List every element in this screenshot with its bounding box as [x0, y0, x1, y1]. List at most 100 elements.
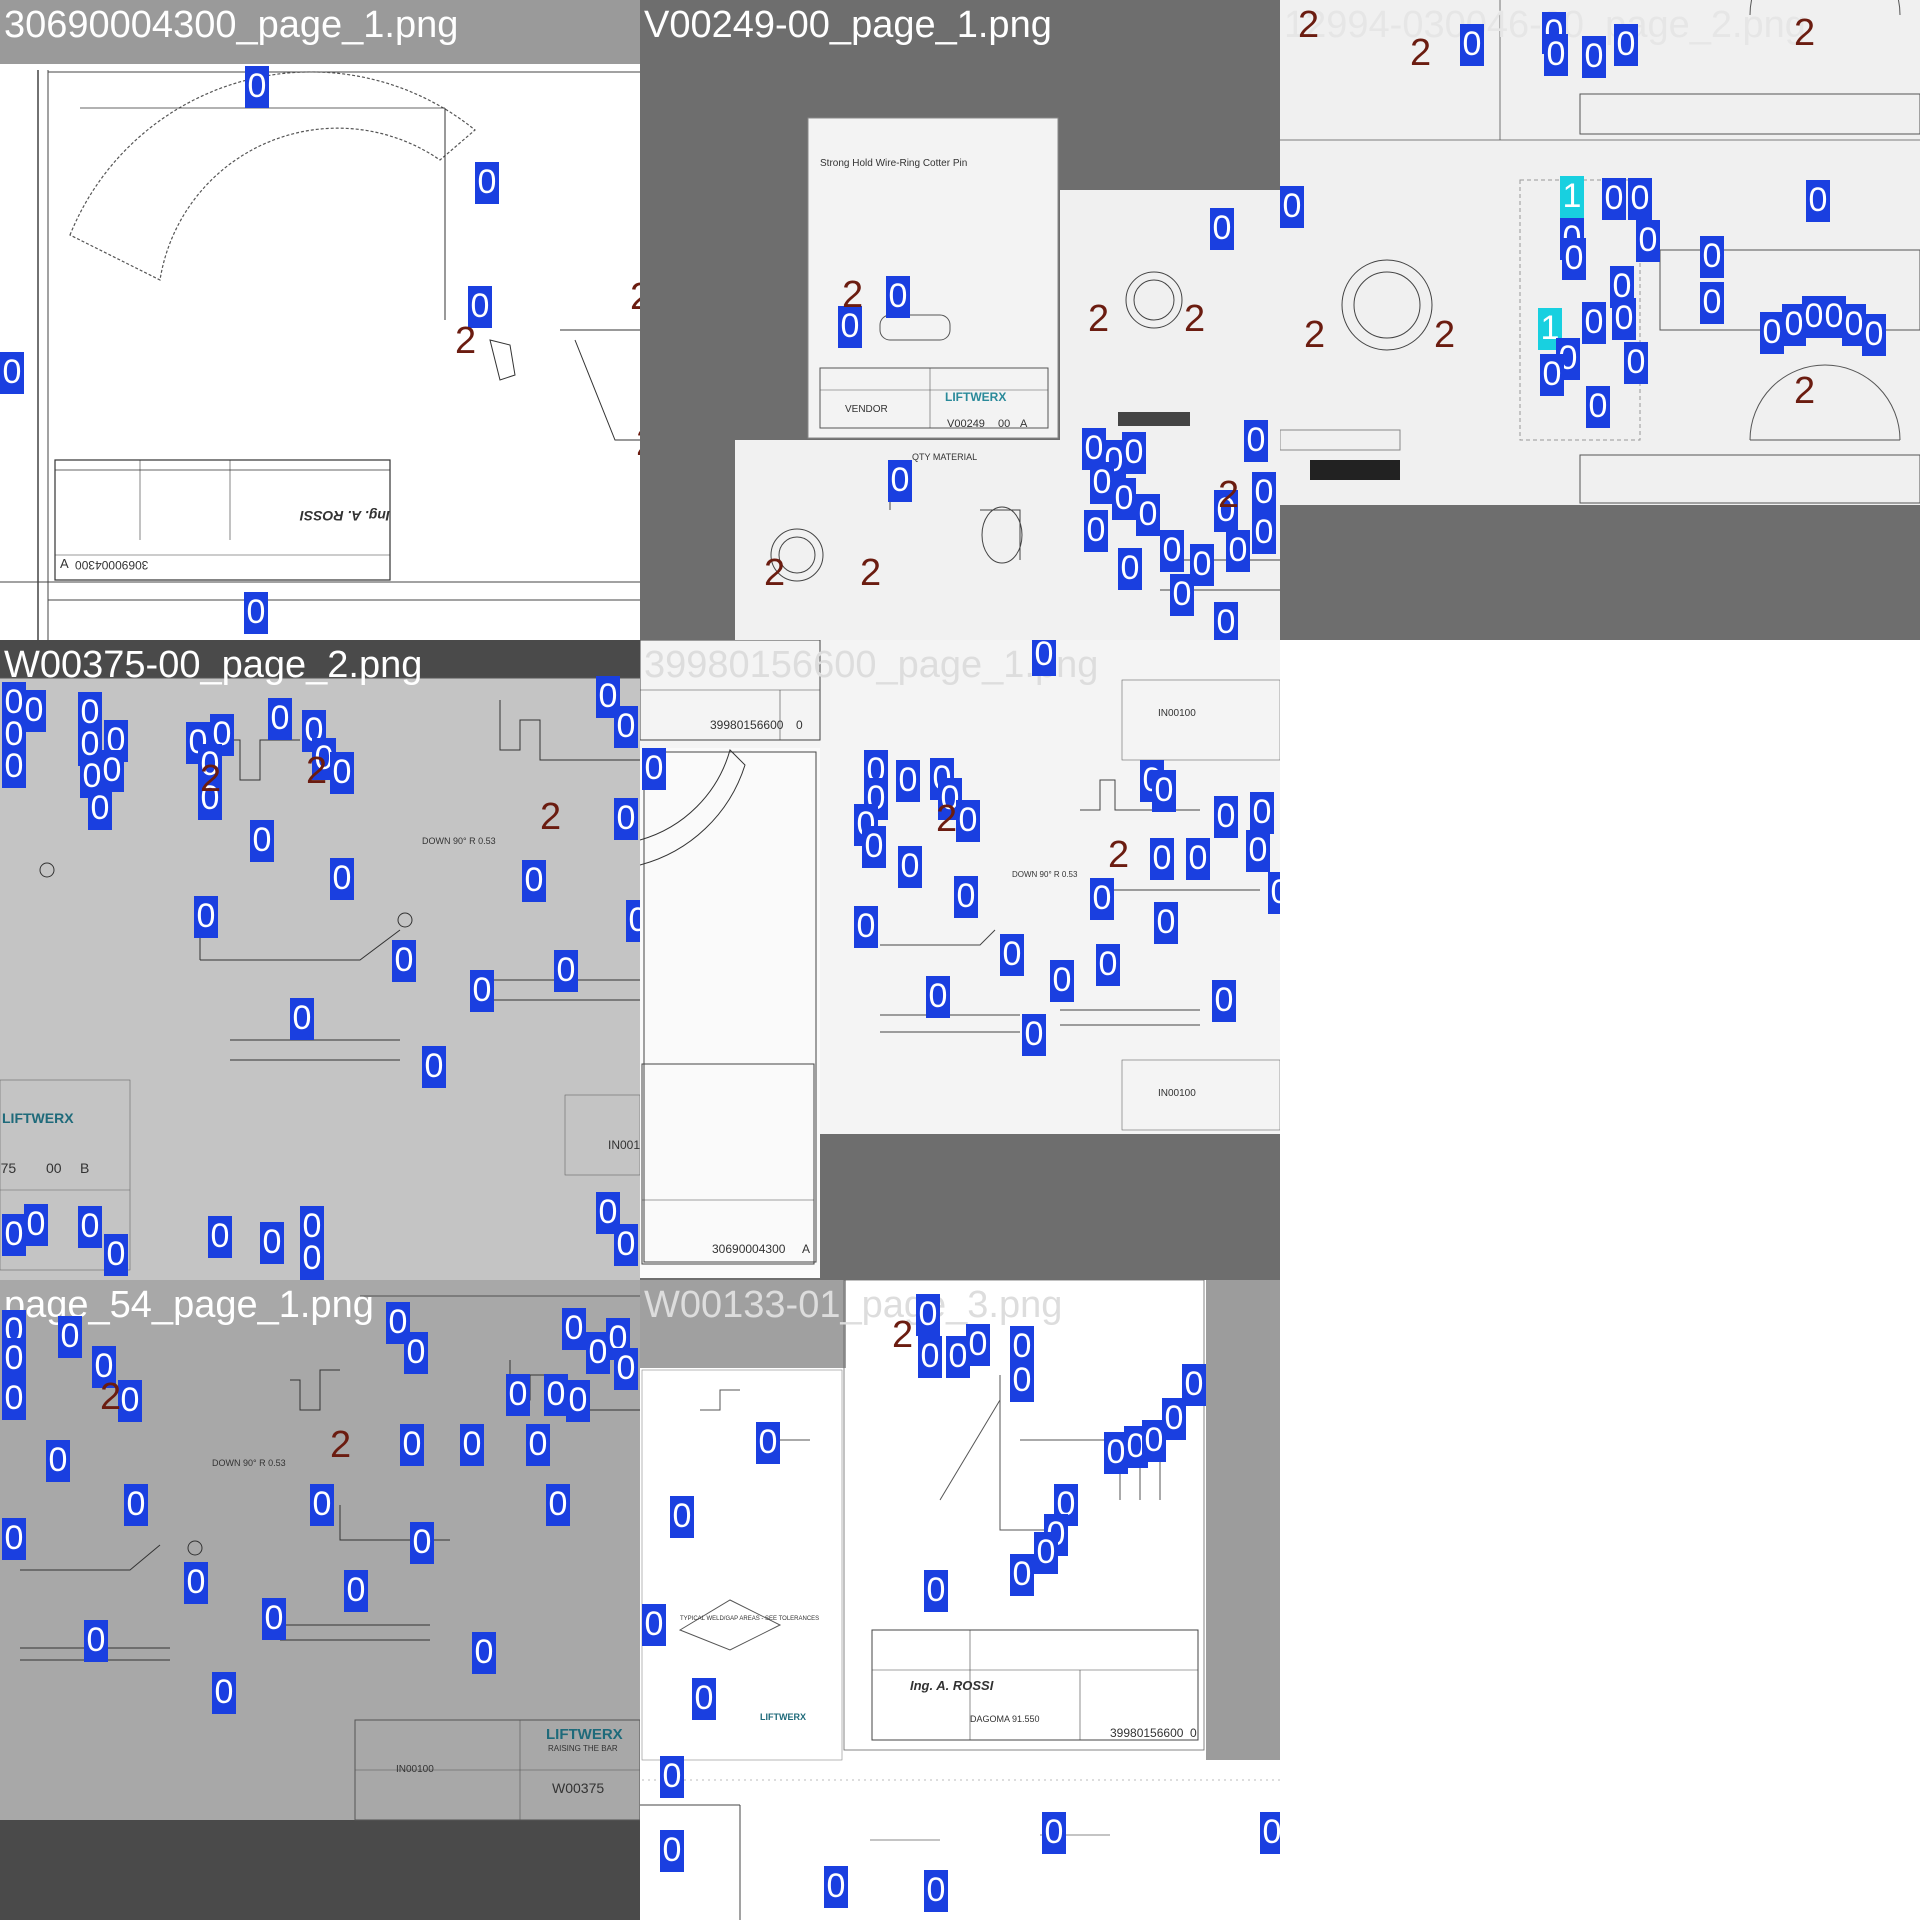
- drawing-revision: B: [80, 1160, 90, 1176]
- technical-drawing: [0, 64, 640, 640]
- tile-W00375-00: W00375-00_page_2.png DOWN 90° R 0.53 LIF…: [0, 640, 640, 1280]
- class-0-marker: 0: [330, 752, 354, 794]
- class-0-marker: 0: [194, 896, 218, 938]
- class-2-marker: 2: [1794, 12, 1816, 54]
- drawing-sheet: [808, 118, 1058, 438]
- liftwerx-logo: LIFTWERX: [760, 1712, 806, 1722]
- drawing-revision: A: [60, 556, 69, 571]
- class-0-marker: 0: [1562, 238, 1586, 280]
- class-0-marker: 0: [1636, 220, 1660, 262]
- class-0-marker: 0: [262, 1598, 286, 1640]
- class-0-marker: 0: [1582, 302, 1606, 344]
- drawing-number: 39980156600: [1110, 1726, 1184, 1740]
- class-0-marker: 0: [1084, 510, 1108, 552]
- class-0-marker: 0: [250, 820, 274, 862]
- class-0-marker: 0: [1050, 960, 1074, 1002]
- class-0-marker: 0: [84, 1620, 108, 1662]
- class-0-marker: 0: [1160, 530, 1184, 572]
- class-0-marker: 0: [1112, 478, 1136, 520]
- technical-drawing: [1280, 0, 1920, 504]
- class-2-marker: 2: [630, 278, 640, 316]
- class-0-marker: 0: [522, 860, 546, 902]
- class-0-marker: 0: [838, 306, 862, 348]
- class-0-marker: 0: [1182, 1364, 1206, 1406]
- class-0-marker: 0: [1252, 472, 1276, 514]
- class-0-marker: 0: [1614, 24, 1638, 66]
- tile-30690004300: 30690004300_page_1.png Ing. A. ROSSI 306…: [0, 0, 640, 640]
- class-0-marker: 0: [244, 592, 268, 634]
- class-0-marker: 0: [392, 940, 416, 982]
- technical-drawing: [640, 1280, 1280, 1920]
- class-0-marker: 0: [546, 1484, 570, 1526]
- class-2-marker: 2: [330, 1424, 352, 1466]
- class-0-marker: 0: [470, 970, 494, 1012]
- class-2-marker: 2: [200, 758, 222, 800]
- drawing-revision: 0: [796, 718, 803, 732]
- class-0-marker: 0: [208, 1216, 232, 1258]
- drawing-revision: A: [1020, 418, 1028, 430]
- class-0-marker: 0: [1032, 640, 1056, 676]
- down-bend-note: DOWN 90° R 0.53: [422, 836, 496, 846]
- class-0-marker: 0: [2, 746, 26, 788]
- class-2-marker: 2: [1088, 298, 1110, 340]
- class-2-marker: 2: [1298, 4, 1320, 46]
- in00100-label: IN00100: [1158, 1088, 1196, 1099]
- class-0-marker: 0: [1096, 944, 1120, 986]
- class-0-marker: 0: [1034, 1532, 1058, 1574]
- class-2-marker: 2: [1434, 314, 1456, 356]
- class-0-marker: 0: [1628, 178, 1652, 220]
- class-0-marker: 0: [918, 1336, 942, 1378]
- class-0-marker: 0: [896, 760, 920, 802]
- class-0-marker: 0: [614, 798, 638, 840]
- class-0-marker: 0: [1544, 34, 1568, 76]
- class-0-marker: 0: [1214, 490, 1238, 532]
- class-0-marker: 0: [1190, 544, 1214, 586]
- in00100-label: IN00100: [608, 1138, 640, 1152]
- tile-filename-label: 39980156600_page_1.png: [644, 644, 1099, 686]
- liftwerx-logo: LIFTWERX: [945, 390, 1007, 404]
- tile-title-band: [0, 640, 640, 678]
- class-0-marker: 0: [472, 1632, 496, 1674]
- class-0-marker: 0: [926, 976, 950, 1018]
- class-0-marker: 0: [642, 748, 666, 790]
- class-0-marker: 0: [1250, 792, 1274, 834]
- class-0-marker: 0: [966, 1324, 990, 1366]
- class-0-marker: 0: [1806, 180, 1830, 222]
- class-0-marker: 0: [862, 826, 886, 868]
- class-0-marker: 0: [330, 858, 354, 900]
- class-0-marker: 0: [1042, 1812, 1066, 1854]
- liftwerx-logo: LIFTWERX: [546, 1726, 623, 1743]
- class-0-marker: 0: [1624, 342, 1648, 384]
- class-0-marker: 0: [1214, 602, 1238, 640]
- class-0-marker: 0: [544, 1374, 568, 1416]
- tile-39980156600: 39980156600_page_1.png 39980156600 0 306…: [640, 640, 1280, 1280]
- drawing-revision: 00: [998, 418, 1011, 430]
- class-0-marker: 0: [1862, 314, 1886, 356]
- liftwerx-logo: LIFTWERX: [2, 1110, 74, 1126]
- class-0-marker: 0: [1210, 208, 1234, 250]
- class-0-marker: 0: [956, 800, 980, 842]
- class-0-marker: 0: [1022, 1014, 1046, 1056]
- material-header: QTY MATERIAL: [912, 452, 978, 462]
- class-0-marker: 0: [1460, 24, 1484, 66]
- class-0-marker: 0: [916, 1294, 940, 1336]
- class-0-marker: 0: [1118, 548, 1142, 590]
- class-0-marker: 0: [1212, 980, 1236, 1022]
- class-0-marker: 0: [1612, 298, 1636, 340]
- drawing-number: 30690004300: [75, 558, 149, 572]
- class-0-marker: 0: [1252, 512, 1276, 554]
- class-0-marker: 0: [404, 1332, 428, 1374]
- class-0-marker: 0: [626, 900, 640, 942]
- class-2-marker: 2: [1218, 474, 1240, 516]
- class-0-marker: 0: [386, 1302, 410, 1344]
- class-2-marker: 2: [540, 796, 562, 838]
- class-2-marker: 2: [892, 1314, 914, 1356]
- class-2-marker: 2: [306, 750, 328, 792]
- class-0-marker: 0: [104, 1234, 128, 1276]
- class-0-marker: 0: [1122, 432, 1146, 474]
- tile-page_54: page_54_page_1.png DOWN 90° R 0.53 LIFTW…: [0, 1280, 640, 1920]
- class-0-marker: 0: [506, 1374, 530, 1416]
- class-2-marker: 2: [1304, 314, 1326, 356]
- class-0-marker: 0: [756, 1422, 780, 1464]
- class-0-marker: 0: [468, 286, 492, 328]
